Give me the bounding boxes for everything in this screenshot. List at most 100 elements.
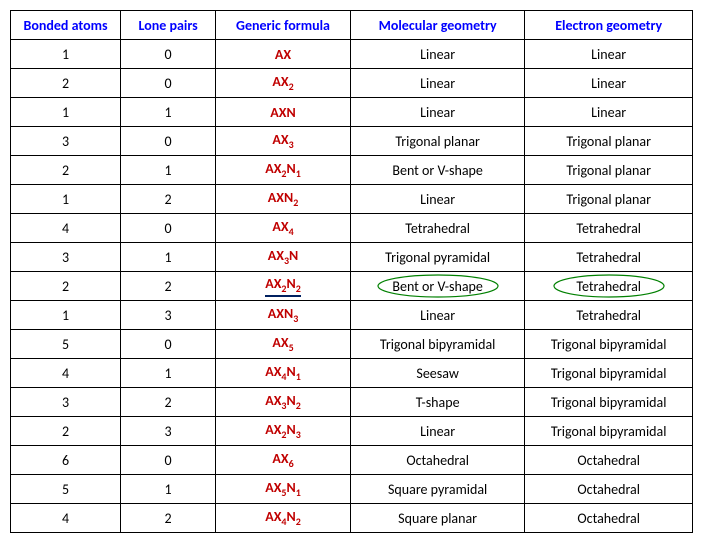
header-row: Bonded atoms Lone pairs Generic formula … [11, 11, 693, 40]
highlight-ellipse-icon [373, 273, 503, 299]
cell-formula: AX3 [216, 127, 351, 156]
cell-elegeom: Tetrahedral [525, 243, 693, 272]
cell-elegeom: Trigonal planar [525, 185, 693, 214]
cell-lone: 2 [121, 185, 216, 214]
cell-formula: AXN2 [216, 185, 351, 214]
cell-molgeom: Trigonal pyramidal [350, 243, 524, 272]
table-row: 12AXN2LinearTrigonal planar [11, 185, 693, 214]
cell-molgeom: Bent or V-shape [350, 156, 524, 185]
cell-elegeom: Trigonal bipyramidal [525, 330, 693, 359]
table-body: 10AXLinearLinear20AX2LinearLinear11AXNLi… [11, 40, 693, 533]
cell-elegeom: Trigonal bipyramidal [525, 359, 693, 388]
cell-bonded: 2 [11, 69, 121, 98]
cell-molgeom: Trigonal bipyramidal [350, 330, 524, 359]
cell-formula: AX2N3 [216, 417, 351, 446]
cell-formula: AXN3 [216, 301, 351, 330]
highlight-ellipse-icon [549, 273, 669, 299]
vsepr-geometry-table: Bonded atoms Lone pairs Generic formula … [10, 10, 693, 533]
table-row: 50AX5Trigonal bipyramidalTrigonal bipyra… [11, 330, 693, 359]
cell-lone: 0 [121, 330, 216, 359]
cell-elegeom: Linear [525, 40, 693, 69]
cell-molgeom: Square planar [350, 504, 524, 533]
cell-formula: AX2 [216, 69, 351, 98]
cell-bonded: 2 [11, 156, 121, 185]
table-row: 51AX5N1Square pyramidalOctahedral [11, 475, 693, 504]
cell-molgeom: Linear [350, 185, 524, 214]
cell-lone: 1 [121, 475, 216, 504]
cell-elegeom: Trigonal bipyramidal [525, 388, 693, 417]
cell-bonded: 5 [11, 330, 121, 359]
cell-formula: AXN [216, 98, 351, 127]
table-row: 10AXLinearLinear [11, 40, 693, 69]
cell-elegeom: Tetrahedral [525, 272, 693, 301]
cell-lone: 2 [121, 504, 216, 533]
cell-formula: AX3N [216, 243, 351, 272]
cell-molgeom: Trigonal planar [350, 127, 524, 156]
header-molgeom: Molecular geometry [350, 11, 524, 40]
table-row: 41AX4N1SeesawTrigonal bipyramidal [11, 359, 693, 388]
cell-lone: 1 [121, 156, 216, 185]
cell-formula: AX3N2 [216, 388, 351, 417]
cell-molgeom: Linear [350, 301, 524, 330]
cell-lone: 0 [121, 40, 216, 69]
cell-molgeom: Square pyramidal [350, 475, 524, 504]
cell-bonded: 5 [11, 475, 121, 504]
cell-bonded: 2 [11, 272, 121, 301]
table-row: 22AX2N2Bent or V-shapeTetrahedral [11, 272, 693, 301]
cell-bonded: 2 [11, 417, 121, 446]
cell-elegeom: Octahedral [525, 475, 693, 504]
cell-elegeom: Trigonal planar [525, 127, 693, 156]
cell-molgeom: Tetrahedral [350, 214, 524, 243]
cell-elegeom: Tetrahedral [525, 214, 693, 243]
cell-lone: 1 [121, 359, 216, 388]
table-row: 23AX2N3LinearTrigonal bipyramidal [11, 417, 693, 446]
cell-lone: 0 [121, 69, 216, 98]
table-row: 30AX3Trigonal planarTrigonal planar [11, 127, 693, 156]
cell-molgeom: Seesaw [350, 359, 524, 388]
cell-formula: AX4 [216, 214, 351, 243]
cell-molgeom: Bent or V-shape [350, 272, 524, 301]
cell-lone: 2 [121, 388, 216, 417]
cell-molgeom: Linear [350, 98, 524, 127]
cell-elegeom: Tetrahedral [525, 301, 693, 330]
table-row: 11AXNLinearLinear [11, 98, 693, 127]
header-elegeom: Electron geometry [525, 11, 693, 40]
table-row: 42AX4N2Square planarOctahedral [11, 504, 693, 533]
cell-bonded: 4 [11, 214, 121, 243]
cell-formula: AX [216, 40, 351, 69]
cell-bonded: 1 [11, 185, 121, 214]
table-row: 60AX6OctahedralOctahedral [11, 446, 693, 475]
cell-elegeom: Octahedral [525, 504, 693, 533]
cell-bonded: 3 [11, 127, 121, 156]
cell-molgeom: Linear [350, 40, 524, 69]
cell-formula: AX4N1 [216, 359, 351, 388]
cell-elegeom: Octahedral [525, 446, 693, 475]
cell-molgeom: Linear [350, 417, 524, 446]
cell-bonded: 1 [11, 98, 121, 127]
cell-bonded: 3 [11, 388, 121, 417]
cell-lone: 1 [121, 243, 216, 272]
cell-formula: AX5 [216, 330, 351, 359]
cell-lone: 0 [121, 446, 216, 475]
cell-lone: 3 [121, 417, 216, 446]
table-row: 32AX3N2T-shapeTrigonal bipyramidal [11, 388, 693, 417]
cell-formula: AX5N1 [216, 475, 351, 504]
table-row: 31AX3NTrigonal pyramidalTetrahedral [11, 243, 693, 272]
table-row: 40AX4TetrahedralTetrahedral [11, 214, 693, 243]
cell-bonded: 6 [11, 446, 121, 475]
table-header: Bonded atoms Lone pairs Generic formula … [11, 11, 693, 40]
cell-formula: AX2N1 [216, 156, 351, 185]
cell-lone: 2 [121, 272, 216, 301]
cell-elegeom: Linear [525, 69, 693, 98]
cell-elegeom: Trigonal bipyramidal [525, 417, 693, 446]
cell-molgeom: Octahedral [350, 446, 524, 475]
table-row: 13AXN3LinearTetrahedral [11, 301, 693, 330]
cell-formula: AX4N2 [216, 504, 351, 533]
cell-bonded: 1 [11, 301, 121, 330]
cell-lone: 3 [121, 301, 216, 330]
header-formula: Generic formula [216, 11, 351, 40]
header-lone: Lone pairs [121, 11, 216, 40]
header-bonded: Bonded atoms [11, 11, 121, 40]
cell-formula: AX2N2 [216, 272, 351, 301]
cell-molgeom: Linear [350, 69, 524, 98]
